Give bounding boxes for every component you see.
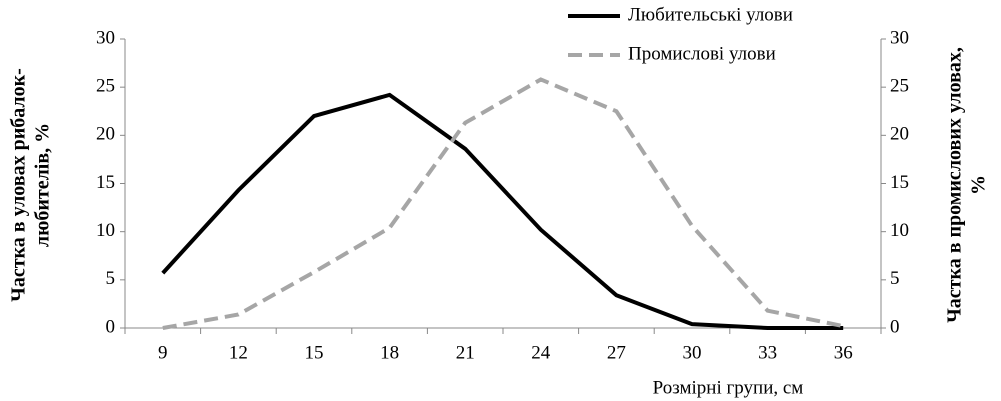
x-tick-label: 24 (531, 342, 551, 363)
y-tick-label: 30 (96, 27, 115, 48)
legend-label: Любительські улови (628, 4, 793, 25)
x-tick-label: 18 (380, 342, 399, 363)
x-tick-label: 36 (834, 342, 853, 363)
y-tick-label: 10 (96, 220, 115, 241)
y2-tick-label: 15 (890, 172, 909, 193)
y2-tick-label: 20 (890, 124, 909, 145)
legend-label: Промислові улови (628, 43, 776, 64)
y-axis-label: любителів, % (32, 123, 54, 247)
x-tick-label: 9 (158, 342, 168, 363)
y-axis-label: Частка в уловах рибалок- (8, 68, 30, 302)
y2-axis-label: % (968, 175, 990, 195)
x-axis-label: Розмірні групи, см (653, 377, 804, 398)
x-tick-label: 27 (607, 342, 626, 363)
y-tick-label: 25 (96, 76, 115, 97)
x-tick-label: 12 (229, 342, 248, 363)
x-tick-label: 15 (305, 342, 324, 363)
y2-tick-label: 5 (890, 268, 900, 289)
y-tick-label: 15 (96, 172, 115, 193)
y-tick-label: 20 (96, 124, 115, 145)
y2-tick-label: 25 (890, 76, 909, 97)
y2-axis-label: Частка в промислових уловах, (944, 47, 966, 323)
x-tick-label: 33 (758, 342, 777, 363)
x-tick-label: 30 (683, 342, 702, 363)
y-tick-label: 0 (106, 316, 116, 337)
series-line (162, 77, 844, 330)
y-tick-label: 5 (106, 268, 116, 289)
y2-tick-label: 10 (890, 220, 909, 241)
x-tick-label: 21 (456, 342, 475, 363)
y2-tick-label: 0 (890, 316, 900, 337)
series-line (161, 92, 844, 330)
y2-tick-label: 30 (890, 27, 909, 48)
